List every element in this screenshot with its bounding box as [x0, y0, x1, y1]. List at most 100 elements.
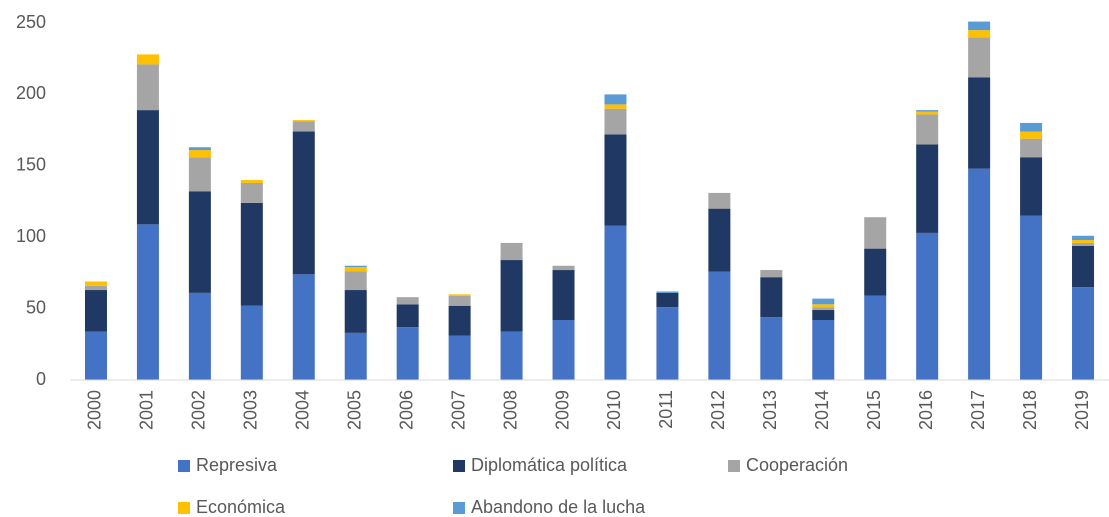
- x-tick-label: 2000: [85, 390, 105, 430]
- bar-segment: [292, 131, 315, 275]
- bar-segment: [1072, 242, 1095, 246]
- bar-segment: [136, 64, 159, 111]
- x-tick-label: 2017: [968, 390, 988, 430]
- y-tick-label: 250: [16, 12, 46, 32]
- bar-segment: [500, 242, 523, 261]
- x-tick-label: 2009: [552, 390, 572, 430]
- legend-swatch: [178, 460, 190, 472]
- legend-swatch: [453, 502, 465, 514]
- bar-segment: [812, 304, 835, 308]
- bar-segment: [136, 54, 159, 65]
- bar-segment: [84, 331, 107, 380]
- x-tick-label: 2014: [812, 390, 832, 430]
- bar-segment: [812, 310, 835, 321]
- x-tick-label: 2018: [1020, 390, 1040, 430]
- x-tick-label: 2019: [1072, 390, 1092, 430]
- bar-segment: [344, 271, 367, 291]
- legend-label: Cooperación: [746, 455, 848, 475]
- x-tick-label: 2002: [189, 390, 209, 430]
- bar-segment: [604, 104, 627, 109]
- bar-segment: [1020, 131, 1043, 139]
- bar-segment: [188, 292, 211, 380]
- bar-segment: [292, 120, 315, 122]
- legend-label: Represiva: [196, 455, 278, 475]
- bar-segment: [656, 307, 679, 380]
- bar-segment: [1072, 235, 1095, 241]
- bar-segment: [344, 290, 367, 333]
- bar-segment: [968, 21, 991, 31]
- bar-segment: [812, 298, 835, 305]
- bar-segment: [812, 320, 835, 380]
- bar-segment: [240, 202, 263, 306]
- bar-segment: [604, 94, 627, 105]
- bar-segment: [656, 292, 679, 308]
- bar-segment: [708, 271, 731, 380]
- bar-segment: [760, 277, 783, 318]
- bar-segment: [968, 37, 991, 78]
- legend-swatch: [178, 502, 190, 514]
- x-tick-label: 2015: [864, 390, 884, 430]
- x-tick-label: 2001: [137, 390, 157, 430]
- bar-segment: [396, 304, 419, 328]
- bar-segment: [968, 77, 991, 169]
- bar-segment: [760, 270, 783, 278]
- x-tick-label: 2008: [500, 390, 520, 430]
- bar-segment: [916, 144, 939, 233]
- bar-segment: [292, 121, 315, 132]
- legend-swatch: [728, 460, 740, 472]
- x-tick-label: 2012: [708, 390, 728, 430]
- bar-segment: [1020, 138, 1043, 158]
- x-tick-label: 2013: [760, 390, 780, 430]
- bar-segment: [1072, 240, 1095, 243]
- bar-segment: [84, 285, 107, 291]
- bar-segment: [188, 157, 211, 192]
- bar-segment: [812, 307, 835, 311]
- bar-segment: [1072, 287, 1095, 380]
- y-tick-label: 100: [16, 226, 46, 246]
- bar-segment: [188, 147, 211, 151]
- bar-segment: [708, 192, 731, 209]
- bar-segment: [84, 281, 107, 286]
- bar-segment: [760, 317, 783, 380]
- bar-segment: [864, 217, 887, 249]
- x-tick-label: 2007: [448, 390, 468, 430]
- bar-segment: [552, 270, 575, 321]
- bar-segment: [552, 320, 575, 380]
- bar-segment: [448, 305, 471, 336]
- bar-segment: [240, 305, 263, 380]
- x-tick-label: 2011: [656, 390, 676, 429]
- bar-segment: [604, 225, 627, 380]
- bar-segment: [500, 260, 523, 332]
- bar-segment: [916, 232, 939, 380]
- bar-segment: [188, 191, 211, 293]
- bar-segment: [240, 182, 263, 203]
- bar-segment: [1020, 157, 1043, 216]
- bar-segment: [240, 180, 263, 183]
- bar-segment: [604, 134, 627, 226]
- bar-segment: [396, 327, 419, 380]
- y-tick-label: 50: [26, 297, 46, 317]
- bar-segment: [968, 168, 991, 380]
- bar-segment: [136, 110, 159, 225]
- bar-segment: [448, 295, 471, 306]
- bar-segment: [656, 291, 679, 293]
- x-tick-label: 2010: [604, 390, 624, 430]
- bar-segment: [344, 265, 367, 268]
- bar-segment: [1020, 122, 1043, 132]
- legend-swatch: [453, 460, 465, 472]
- bar-segment: [864, 295, 887, 380]
- y-tick-label: 200: [16, 83, 46, 103]
- bar-segment: [344, 332, 367, 380]
- legend-label: Abandono de la lucha: [471, 497, 646, 517]
- bar-segment: [604, 108, 627, 135]
- bar-segment: [396, 297, 419, 305]
- bar-segment: [1020, 215, 1043, 380]
- bar-segment: [292, 274, 315, 380]
- bar-segment: [1072, 245, 1095, 288]
- bar-segment: [708, 208, 731, 272]
- bar-segment: [448, 294, 471, 296]
- bar-segment: [84, 290, 107, 332]
- bar-segment: [916, 114, 939, 145]
- bar-segment: [968, 30, 991, 38]
